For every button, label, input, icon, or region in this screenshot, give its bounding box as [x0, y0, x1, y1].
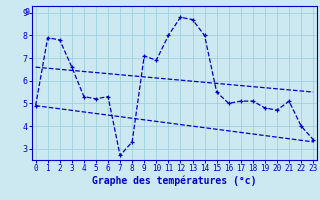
Text: 9: 9: [25, 8, 29, 17]
X-axis label: Graphe des températures (°c): Graphe des températures (°c): [92, 176, 257, 186]
